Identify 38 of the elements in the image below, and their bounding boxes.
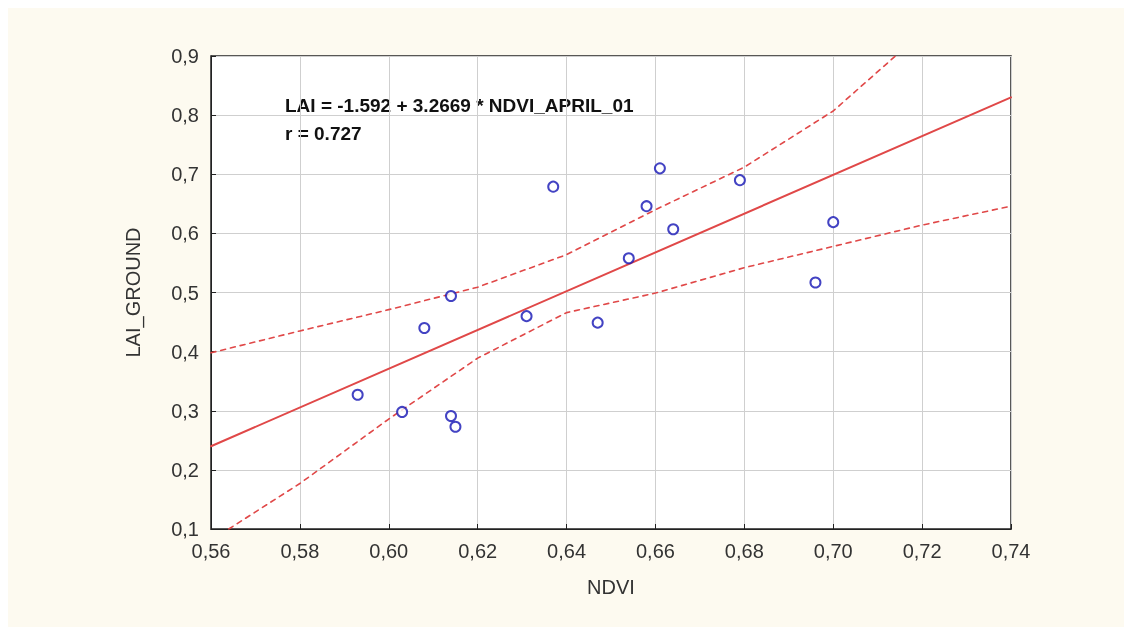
point <box>396 405 409 418</box>
point <box>591 316 604 329</box>
x-tick-label: 0,70 <box>813 540 853 562</box>
y-tick-label: 0,2 <box>171 458 199 481</box>
point <box>653 162 666 175</box>
y-tick-label: 0,7 <box>171 163 199 186</box>
y-tick-label: 0,4 <box>171 340 199 363</box>
x-tick-label: 0,66 <box>635 540 675 562</box>
y-tick-label: 0,6 <box>171 222 199 245</box>
x-tick-label: 0,74 <box>991 540 1031 562</box>
y-tick-label: 0,3 <box>171 399 199 422</box>
point <box>640 200 653 213</box>
x-axis-title: NDVI <box>587 576 635 598</box>
y-tick-label: 0,8 <box>171 104 199 127</box>
x-tick-label: 0,58 <box>280 540 320 562</box>
point <box>418 321 431 334</box>
point <box>622 252 635 265</box>
y-tick-label: 0,1 <box>171 518 199 540</box>
point <box>351 388 364 401</box>
point <box>809 276 822 289</box>
point <box>520 310 533 323</box>
point <box>827 216 840 229</box>
x-tick-label: 0,60 <box>369 540 409 562</box>
y-tick-label: 0,5 <box>171 281 199 304</box>
y-tick-label: 0,9 <box>171 45 199 67</box>
point <box>445 290 457 303</box>
y-axis-title: LAI_GROUND <box>122 227 145 358</box>
x-tick-label: 0,72 <box>902 540 942 562</box>
x-tick-label: 0,62 <box>458 540 498 562</box>
line-series <box>210 55 897 354</box>
point <box>733 174 746 187</box>
x-tick-label: 0,68 <box>724 540 764 562</box>
point <box>667 223 680 236</box>
x-tick-label: 0,56 <box>191 540 231 562</box>
point <box>547 180 560 193</box>
x-tick-label: 0,64 <box>547 540 587 562</box>
point <box>449 420 462 433</box>
point <box>445 410 457 423</box>
